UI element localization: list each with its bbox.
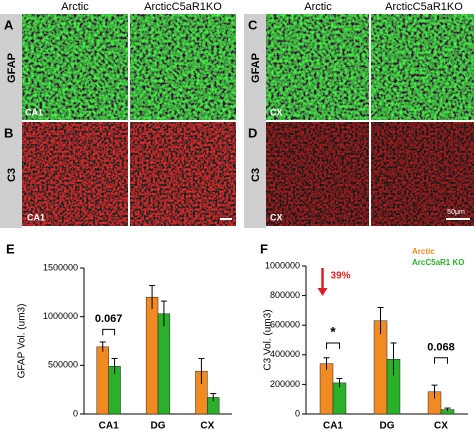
y-tick-label: 0 <box>295 408 300 418</box>
region-label: CA1 <box>27 212 45 222</box>
micrograph <box>130 122 236 226</box>
label-strip <box>244 14 266 228</box>
arrow-head <box>317 288 328 296</box>
label-strip <box>0 14 22 228</box>
bar <box>145 296 159 415</box>
bar <box>96 346 109 415</box>
micrograph <box>371 14 474 120</box>
annotation: * <box>330 324 336 340</box>
y-tick-label: 1000000 <box>265 260 300 270</box>
row-label: GFAP <box>250 53 262 83</box>
bar <box>319 363 334 415</box>
micrograph <box>22 14 128 120</box>
annotation: 0.067 <box>95 313 123 325</box>
panel-letter: B <box>4 125 13 140</box>
row-label: C3 <box>250 168 262 182</box>
y-tick-label: 400000 <box>270 349 300 359</box>
y-tick-label: 1000000 <box>43 311 78 321</box>
region-label: CX <box>270 107 283 117</box>
y-axis-label: C3 Vol. (um3) <box>263 309 274 370</box>
micrograph <box>266 122 369 226</box>
panel-letter: E <box>6 241 15 256</box>
y-tick-label: 0 <box>73 408 78 418</box>
significance-bracket <box>326 342 340 349</box>
y-tick-label: 1500000 <box>43 262 78 272</box>
bar <box>332 382 347 415</box>
y-axis-label: GFAP Vol. (um3) <box>17 304 28 379</box>
panel-letter: F <box>260 241 268 256</box>
region-label: CA1 <box>25 107 43 117</box>
y-tick-label: 500000 <box>48 360 78 370</box>
panel-letter: C <box>248 17 258 32</box>
region-label: CX <box>270 212 283 222</box>
micrograph <box>22 122 128 226</box>
legend-entry: ArcC5aR1 KO <box>412 258 464 267</box>
column-header: ArcticC5aR1KO <box>385 1 463 13</box>
y-tick-label: 600000 <box>270 320 300 330</box>
bar <box>157 313 171 415</box>
micrograph <box>371 122 474 226</box>
micrograph <box>130 14 236 120</box>
x-tick-label: DG <box>380 421 395 432</box>
significance-bracket <box>102 328 116 336</box>
row-label: C3 <box>6 168 18 182</box>
annotation: 0.068 <box>427 342 455 354</box>
x-tick-label: CX <box>434 421 448 432</box>
scale-bar-label: 50μm <box>447 209 465 216</box>
annotation: 39% <box>331 271 351 282</box>
x-tick-label: CA1 <box>99 421 119 432</box>
column-header: Arctic <box>304 1 332 13</box>
row-label: GFAP <box>6 53 18 83</box>
panel-letter: D <box>248 125 257 140</box>
y-tick-label: 200000 <box>270 379 300 389</box>
bar <box>373 320 388 415</box>
x-tick-label: DG <box>151 421 166 432</box>
panel-letter: A <box>4 17 14 32</box>
significance-bracket <box>434 357 448 364</box>
column-header: Arctic <box>61 1 89 13</box>
x-tick-label: CA1 <box>323 421 343 432</box>
x-tick-label: CX <box>200 421 214 432</box>
micrograph <box>266 14 369 120</box>
legend-entry: Arctic <box>412 247 435 256</box>
y-tick-label: 800000 <box>270 290 300 300</box>
column-header: ArcticC5aR1KO <box>144 1 222 13</box>
